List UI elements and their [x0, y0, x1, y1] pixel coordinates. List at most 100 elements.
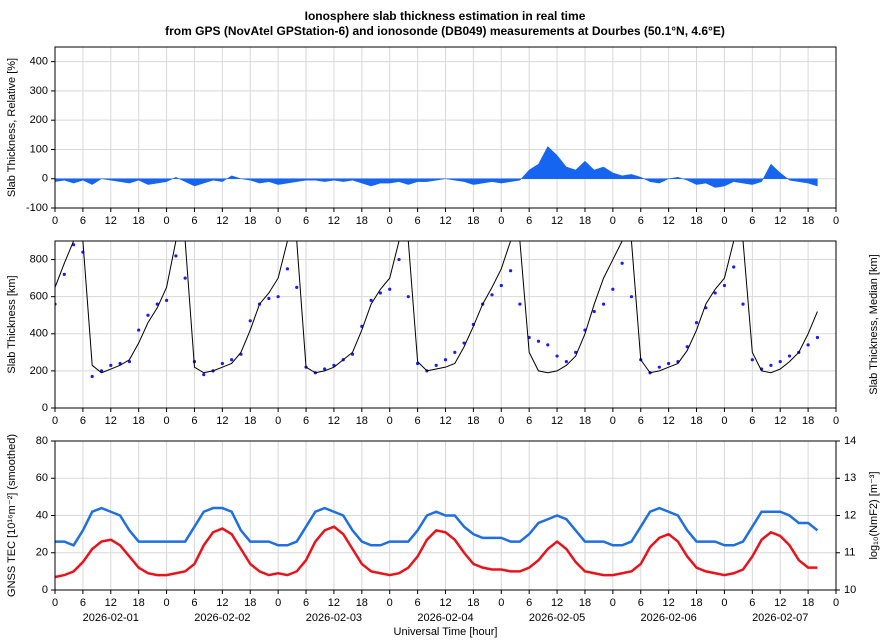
x-tick-label: 0	[610, 415, 616, 427]
x-tick-label: 12	[439, 597, 451, 609]
x-axis-label: Universal Time [hour]	[394, 626, 498, 638]
x-tick-label: 12	[774, 597, 786, 609]
x-tick-label: 18	[579, 415, 591, 427]
plot-area	[55, 506, 819, 579]
data-point	[434, 363, 438, 367]
y-tick-label: 400	[30, 56, 48, 68]
x-tick-label: 0	[721, 215, 727, 227]
x-tick-label: 18	[690, 215, 702, 227]
y-tick-label: 800	[30, 253, 48, 265]
x-tick-label: 18	[133, 215, 145, 227]
data-point	[220, 361, 224, 366]
y2-axis-label: log₁₀(NmF2) [m⁻³]	[868, 471, 880, 559]
y-tick-label: 400	[30, 328, 48, 340]
x-tick-label: 18	[356, 415, 368, 427]
data-point	[397, 257, 401, 262]
x-tick-label: 12	[663, 597, 675, 609]
x-tick-label: 12	[551, 215, 563, 227]
data-point	[732, 265, 736, 269]
data-point	[323, 367, 327, 371]
x-tick-label: 12	[774, 415, 786, 427]
plot-frame	[54, 440, 837, 591]
data-point	[499, 283, 503, 288]
x-tick-label: 6	[415, 415, 421, 427]
x-tick-label: 18	[244, 415, 256, 427]
x-tick-label: 12	[105, 597, 117, 609]
x-tick-label: 6	[526, 597, 532, 609]
x-tick-label: 18	[802, 215, 814, 227]
data-point	[295, 285, 299, 289]
y-axis-label: Slab Thickness, Relative [%]	[6, 58, 18, 197]
x-tick-label: 18	[802, 415, 814, 427]
x-tick-label: 0	[498, 597, 504, 609]
x-tick-label: 12	[216, 215, 228, 227]
y-tick-label: 40	[36, 509, 48, 521]
y-tick-label: 300	[30, 85, 48, 97]
x-tick-label: 6	[749, 597, 755, 609]
data-point	[285, 267, 290, 271]
x-tick-label: 12	[105, 415, 117, 427]
chart-subtitle: from GPS (NovAtel GPStation-6) and ionos…	[165, 24, 725, 38]
x-tick-label: 12	[105, 215, 117, 227]
x-tick-label: 12	[551, 597, 563, 609]
x-tick-label: 0	[721, 415, 727, 427]
data-point	[369, 298, 373, 302]
x-tick-label: 0	[164, 415, 170, 427]
data-point	[276, 295, 280, 299]
x-tick-label: 0	[833, 215, 839, 227]
data-point	[90, 374, 94, 379]
data-point	[443, 358, 448, 362]
y2-tick-label: 11	[844, 547, 855, 559]
data-point	[546, 343, 550, 347]
date-label: 2026-02-04	[417, 612, 473, 624]
y-tick-label: 100	[30, 143, 48, 155]
data-point	[536, 339, 541, 343]
x-tick-label: 18	[579, 597, 591, 609]
x-tick-label: 6	[638, 597, 644, 609]
chart-title: Ionosphere slab thickness estimation in …	[305, 9, 586, 23]
line	[55, 525, 818, 579]
x-tick-label: 18	[690, 415, 702, 427]
x-tick-label: 18	[133, 597, 145, 609]
x-tick-label: 18	[467, 415, 479, 427]
data-point	[750, 358, 754, 362]
data-point	[248, 319, 252, 323]
date-label: 2026-02-06	[641, 612, 697, 624]
y-tick-label: 0	[42, 584, 48, 596]
data-point	[667, 361, 671, 366]
x-tick-label: 18	[690, 597, 702, 609]
x-tick-label: 0	[52, 597, 58, 609]
data-point	[555, 354, 559, 358]
x-tick-label: 12	[328, 415, 340, 427]
x-tick-label: 0	[387, 415, 393, 427]
x-tick-label: 0	[52, 215, 58, 227]
y-tick-label: 60	[36, 472, 48, 484]
data-point	[406, 295, 410, 299]
data-point	[620, 261, 624, 265]
x-tick-label: 0	[387, 215, 393, 227]
x-tick-label: 12	[328, 597, 340, 609]
date-label: 2026-02-03	[306, 612, 362, 624]
x-tick-label: 6	[191, 215, 197, 227]
plot-frame	[54, 240, 837, 409]
data-point	[778, 360, 782, 364]
y-tick-label: 200	[30, 365, 48, 377]
x-tick-label: 0	[498, 415, 504, 427]
date-label: 2026-02-07	[752, 612, 808, 624]
x-tick-label: 0	[721, 597, 727, 609]
x-tick-label: 6	[303, 415, 309, 427]
data-point	[769, 363, 773, 367]
data-point	[109, 363, 113, 367]
x-tick-label: 0	[275, 597, 281, 609]
y-axis-label: GNSS TEC [10¹⁶m⁻²] (smoothed)	[6, 434, 18, 597]
data-point	[741, 302, 745, 306]
data-point	[230, 358, 234, 362]
x-tick-label: 18	[356, 215, 368, 227]
data-point	[815, 335, 820, 340]
x-tick-label: 0	[387, 597, 393, 609]
x-tick-label: 0	[833, 415, 839, 427]
data-point	[202, 373, 206, 377]
data-point	[694, 321, 699, 325]
x-tick-label: 0	[164, 215, 170, 227]
x-tick-label: 0	[275, 415, 281, 427]
